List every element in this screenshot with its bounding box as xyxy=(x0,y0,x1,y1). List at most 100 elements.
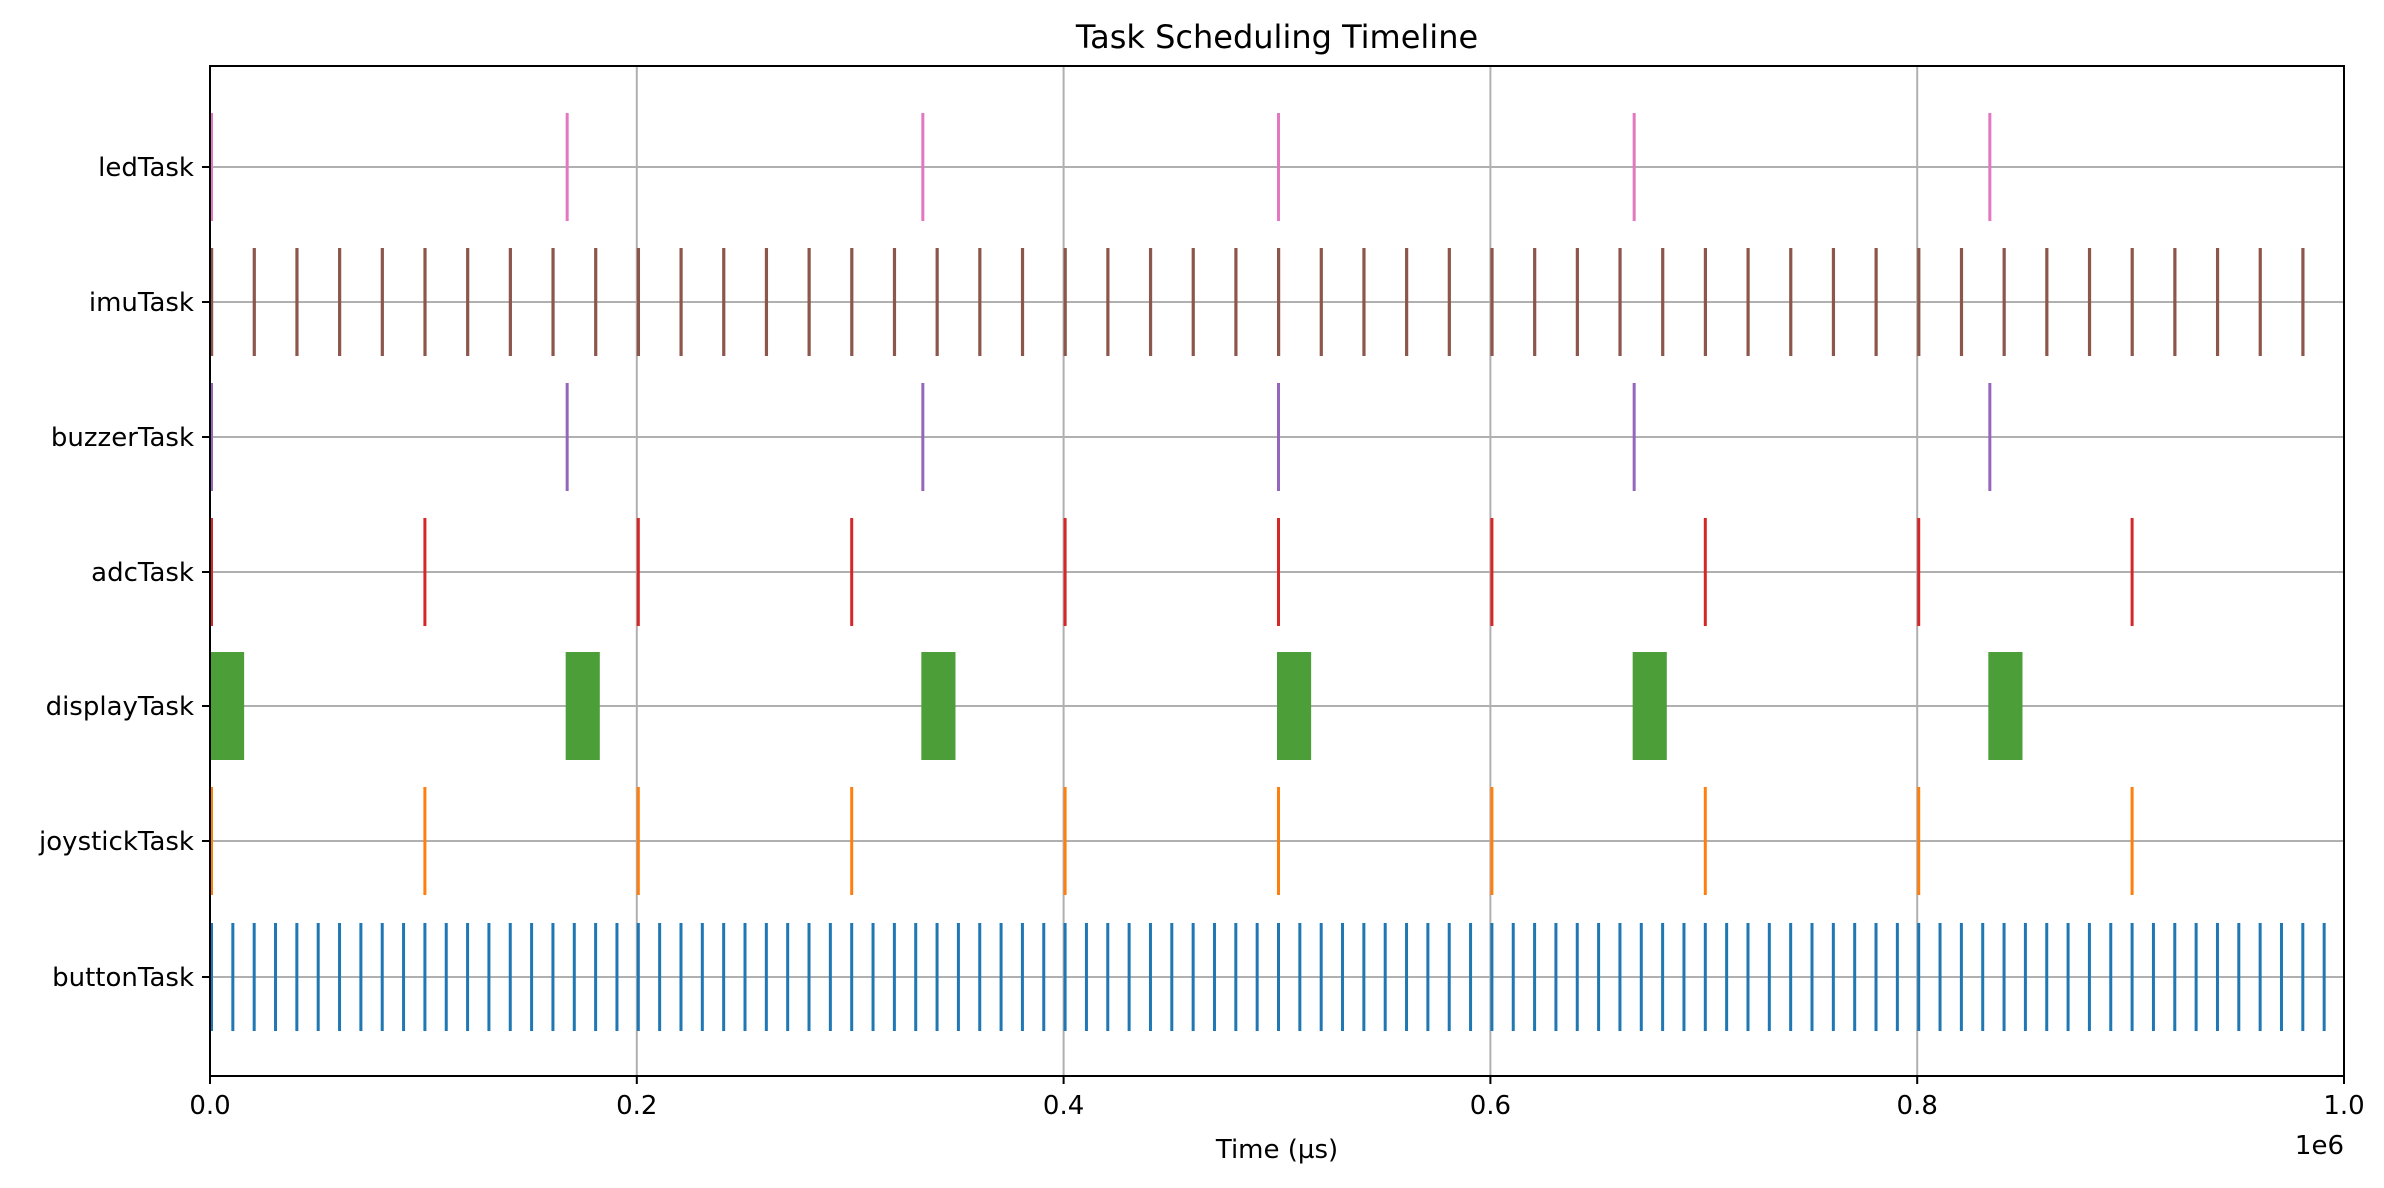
task-bar-buttonTask xyxy=(1042,923,1046,1031)
task-bar-buttonTask xyxy=(423,923,427,1031)
task-bar-buttonTask xyxy=(380,923,384,1031)
task-bar-displayTask xyxy=(921,652,956,760)
task-bar-buttonTask xyxy=(1084,923,1088,1031)
task-bar-joystickTask xyxy=(1063,787,1067,895)
task-bar-buttonTask xyxy=(1191,923,1195,1031)
task-bar-imuTask xyxy=(978,248,982,356)
task-bar-imuTask xyxy=(210,248,214,356)
task-bar-displayTask xyxy=(565,652,600,760)
task-bar-imuTask xyxy=(594,248,598,356)
task-bar-imuTask xyxy=(338,248,342,356)
task-bar-imuTask xyxy=(380,248,384,356)
task-bar-buttonTask xyxy=(892,923,896,1031)
task-bar-imuTask xyxy=(1959,248,1964,356)
task-bar-joystickTask xyxy=(1703,787,1707,895)
task-bar-imuTask xyxy=(466,248,470,356)
task-bar-buttonTask xyxy=(1106,923,1110,1031)
task-bar-buttonTask xyxy=(2322,923,2326,1031)
task-bar-buttonTask xyxy=(1020,923,1024,1031)
task-bar-buttonTask xyxy=(594,923,598,1031)
task-bar-imuTask xyxy=(551,248,555,356)
task-bar-buttonTask xyxy=(2023,923,2027,1031)
task-bar-buttonTask xyxy=(2215,923,2219,1031)
task-bar-buttonTask xyxy=(487,923,491,1031)
y-tick-label: ledTask xyxy=(98,153,194,183)
task-bar-imuTask xyxy=(1362,248,1366,356)
task-bar-buttonTask xyxy=(2194,923,2198,1031)
task-bar-ledTask xyxy=(210,113,213,221)
task-bar-buttonTask xyxy=(444,923,448,1031)
task-bar-joystickTask xyxy=(2130,787,2134,895)
task-bar-imuTask xyxy=(2045,248,2049,356)
task-bar-buzzerTask xyxy=(1277,383,1280,491)
task-bar-buttonTask xyxy=(1170,923,1174,1031)
task-bar-buttonTask xyxy=(1575,923,1579,1031)
task-bar-buttonTask xyxy=(1212,923,1216,1031)
task-bar-imuTask xyxy=(1106,248,1110,356)
task-bar-buttonTask xyxy=(935,923,939,1031)
task-bar-buttonTask xyxy=(743,923,747,1031)
task-bar-imuTask xyxy=(1874,248,1878,356)
y-tick-label: displayTask xyxy=(46,692,194,722)
x-axis-label: Time (µs) xyxy=(1215,1135,1338,1165)
task-bar-imuTask xyxy=(295,248,299,356)
task-bar-buttonTask xyxy=(1255,923,1259,1031)
task-bar-joystickTask xyxy=(210,787,213,895)
task-bar-buttonTask xyxy=(636,923,640,1031)
task-bar-displayTask xyxy=(1632,652,1667,760)
task-bar-buzzerTask xyxy=(1632,383,1636,491)
task-bar-imuTask xyxy=(935,248,939,356)
task-bar-displayTask xyxy=(1988,652,2023,760)
task-bar-buzzerTask xyxy=(210,383,213,491)
task-bar-buttonTask xyxy=(807,923,811,1031)
task-bar-buttonTask xyxy=(508,923,512,1031)
task-bar-buttonTask xyxy=(999,923,1003,1031)
task-bar-buttonTask xyxy=(871,923,875,1031)
task-bar-joystickTask xyxy=(423,787,427,895)
task-bar-imuTask xyxy=(892,248,897,356)
task-bar-buttonTask xyxy=(316,923,320,1031)
task-bar-buttonTask xyxy=(274,923,278,1031)
y-tick-label: buttonTask xyxy=(52,963,194,993)
task-bar-imuTask xyxy=(1490,248,1494,356)
task-bar-buttonTask xyxy=(1959,923,1963,1031)
task-bar-buttonTask xyxy=(722,923,726,1031)
task-bar-buttonTask xyxy=(1981,923,1985,1031)
task-bar-buttonTask xyxy=(1426,923,1430,1031)
task-bar-ledTask xyxy=(1632,113,1636,221)
task-bar-buttonTask xyxy=(1319,923,1323,1031)
task-bar-buttonTask xyxy=(1810,923,1814,1031)
task-bar-buttonTask xyxy=(1447,923,1451,1031)
task-bar-buttonTask xyxy=(2237,923,2241,1031)
task-bar-buttonTask xyxy=(1533,923,1537,1031)
task-bar-buttonTask xyxy=(2151,923,2155,1031)
task-bar-buttonTask xyxy=(1127,923,1131,1031)
task-bar-buttonTask xyxy=(1874,923,1878,1031)
task-bar-buttonTask xyxy=(1362,923,1366,1031)
task-bar-imuTask xyxy=(1917,248,1921,356)
y-tick-label: imuTask xyxy=(89,288,194,318)
task-bar-buttonTask xyxy=(679,923,683,1031)
task-bar-buttonTask xyxy=(764,923,768,1031)
task-bar-ledTask xyxy=(921,113,925,221)
x-tick-label: 0.8 xyxy=(1897,1091,1938,1121)
task-bar-buttonTask xyxy=(1063,923,1067,1031)
task-bar-buttonTask xyxy=(1661,923,1665,1031)
task-bar-buttonTask xyxy=(2258,923,2262,1031)
task-bar-buttonTask xyxy=(2002,923,2006,1031)
task-bar-buzzerTask xyxy=(921,383,925,491)
task-bar-buttonTask xyxy=(2279,923,2283,1031)
task-bar-imuTask xyxy=(2301,248,2305,356)
task-bar-imuTask xyxy=(1746,248,1750,356)
task-bar-joystickTask xyxy=(636,787,640,895)
task-bar-ledTask xyxy=(1988,113,1992,221)
task-bar-buttonTask xyxy=(1938,923,1942,1031)
task-bar-buttonTask xyxy=(1639,923,1643,1031)
task-bar-buttonTask xyxy=(1917,923,1921,1031)
task-bar-buttonTask xyxy=(2109,923,2113,1031)
task-bar-buttonTask xyxy=(1277,923,1280,1031)
task-bar-imuTask xyxy=(722,248,726,356)
task-bar-buttonTask xyxy=(2173,923,2177,1031)
